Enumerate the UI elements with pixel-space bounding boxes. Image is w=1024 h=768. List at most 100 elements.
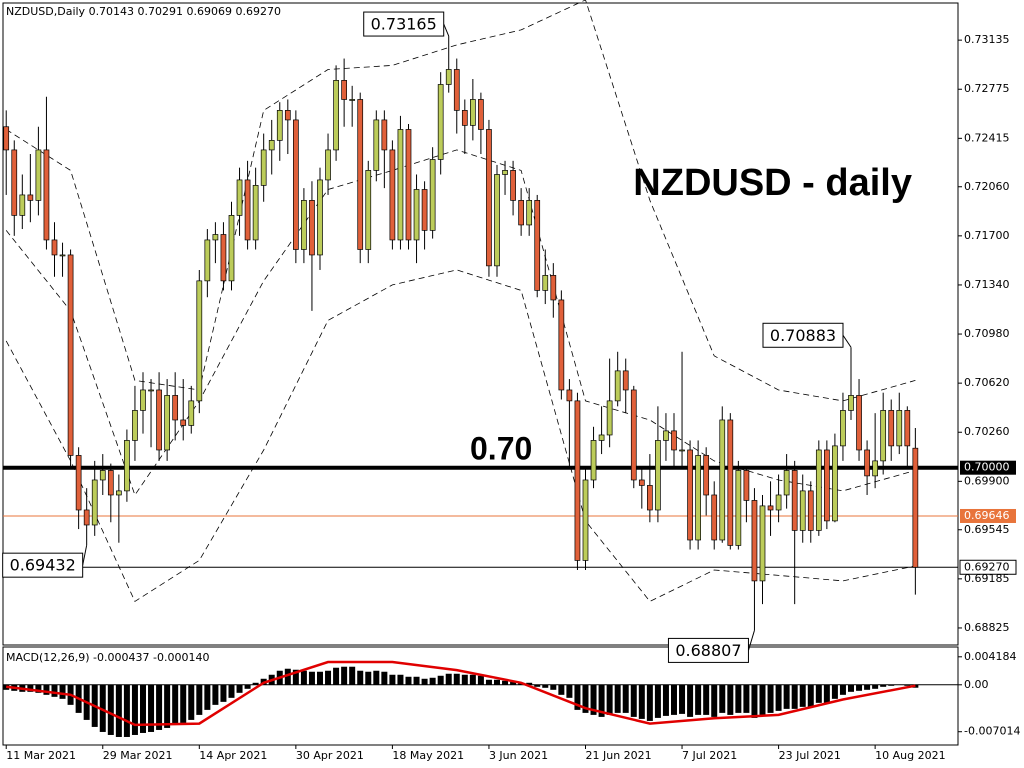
macd-bar bbox=[582, 684, 589, 713]
callout-box bbox=[667, 637, 749, 663]
macd-bar bbox=[622, 684, 629, 713]
macd-panel bbox=[2, 646, 959, 746]
candle-body bbox=[711, 494, 718, 541]
candle-body bbox=[156, 389, 162, 451]
candle-body bbox=[228, 215, 235, 282]
callout-label: 0.70883 bbox=[770, 326, 836, 345]
candle-body bbox=[558, 299, 565, 391]
macd-bar bbox=[469, 674, 476, 685]
x-tick-label: 14 Apr 2021 bbox=[199, 749, 267, 762]
macd-bar bbox=[485, 679, 492, 685]
candle-body bbox=[107, 470, 114, 496]
candle-body bbox=[815, 449, 822, 531]
macd-bar bbox=[220, 684, 227, 702]
macd-bar bbox=[421, 678, 428, 685]
candle-body bbox=[727, 419, 734, 546]
macd-bar bbox=[799, 684, 806, 707]
candle-body bbox=[429, 159, 436, 231]
candle-body bbox=[671, 430, 677, 451]
y-tick-label: 0.70260 bbox=[964, 425, 1010, 438]
callout-leader bbox=[747, 630, 755, 651]
macd-bar bbox=[638, 684, 645, 719]
macd-bar bbox=[703, 684, 710, 715]
macd-bar bbox=[139, 684, 146, 733]
candle-body bbox=[188, 400, 195, 426]
candle-body bbox=[220, 234, 227, 282]
macd-bar bbox=[654, 684, 661, 718]
macd-bar bbox=[477, 675, 484, 685]
macd-tick-label: -0.007014 bbox=[964, 725, 1020, 738]
candle-body bbox=[534, 200, 541, 291]
candle-body bbox=[888, 410, 895, 447]
candle-body bbox=[856, 395, 862, 451]
macd-bar bbox=[815, 684, 822, 703]
macd-bar bbox=[180, 684, 187, 723]
macd-bar bbox=[783, 684, 790, 709]
band-upper bbox=[5, 0, 916, 402]
price-tag-label: 0.70000 bbox=[964, 461, 1010, 474]
macd-bar bbox=[695, 684, 702, 715]
candle-body bbox=[19, 194, 26, 216]
candle-body bbox=[695, 455, 701, 541]
candle-body bbox=[445, 69, 452, 85]
candle-body bbox=[196, 280, 203, 402]
macd-bar bbox=[244, 684, 251, 689]
y-tick-label: 0.70980 bbox=[964, 327, 1010, 340]
macd-bar bbox=[188, 684, 195, 720]
y-tick-label: 0.71340 bbox=[964, 278, 1010, 291]
candle-body bbox=[807, 490, 814, 531]
candle-body bbox=[373, 119, 380, 171]
macd-bar bbox=[357, 670, 364, 685]
x-tick-label: 7 Jul 2021 bbox=[682, 749, 737, 762]
candle-body bbox=[260, 149, 267, 186]
chart-header: NZDUSD,Daily 0.70143 0.70291 0.69069 0.6… bbox=[6, 5, 281, 18]
candle-body bbox=[904, 410, 911, 447]
candle-body bbox=[638, 479, 645, 486]
macd-bar bbox=[711, 684, 718, 717]
callout-box bbox=[762, 322, 844, 348]
candle-body bbox=[83, 509, 90, 526]
macd-bar bbox=[872, 684, 879, 689]
candle-body bbox=[437, 84, 444, 160]
candle-body bbox=[357, 99, 364, 250]
macd-bar bbox=[493, 679, 500, 685]
price-tag bbox=[960, 460, 1016, 475]
macd-bar bbox=[526, 682, 533, 685]
y-tick-label: 0.72415 bbox=[964, 131, 1010, 144]
macd-bar bbox=[43, 684, 50, 695]
candle-body bbox=[381, 119, 388, 151]
x-tick-label: 30 Apr 2021 bbox=[296, 749, 364, 762]
macd-bar bbox=[349, 666, 356, 685]
candle-body bbox=[204, 239, 211, 282]
macd-bar bbox=[590, 684, 597, 715]
candle-body bbox=[453, 69, 460, 111]
callout-label: 0.73165 bbox=[371, 15, 437, 34]
macd-bar bbox=[381, 671, 388, 685]
x-tick-label: 10 Aug 2021 bbox=[875, 749, 945, 762]
candle-body bbox=[99, 470, 106, 481]
macd-bar bbox=[767, 684, 774, 713]
macd-bar bbox=[99, 684, 106, 732]
macd-bar bbox=[292, 669, 299, 685]
macd-bar bbox=[606, 684, 613, 715]
macd-bar bbox=[807, 684, 814, 707]
y-tick-label: 0.69545 bbox=[964, 523, 1010, 536]
candle-body bbox=[630, 389, 637, 481]
macd-bar bbox=[670, 684, 677, 715]
macd-bar bbox=[59, 684, 66, 699]
candle-body bbox=[767, 505, 774, 511]
candle-body bbox=[325, 149, 331, 181]
candle-body bbox=[365, 170, 372, 250]
x-tick-label: 3 Jun 2021 bbox=[489, 749, 548, 762]
x-tick-label: 11 Mar 2021 bbox=[6, 749, 76, 762]
candle-body bbox=[140, 389, 146, 411]
x-tick-label: 23 Jul 2021 bbox=[779, 749, 841, 762]
macd-bar bbox=[284, 668, 291, 685]
candle-body bbox=[912, 447, 919, 568]
candle-body bbox=[791, 470, 798, 531]
macd-bar bbox=[662, 684, 669, 716]
candle-body bbox=[124, 440, 130, 492]
candle-body bbox=[719, 419, 726, 541]
candle-body bbox=[180, 419, 187, 426]
macd-bar bbox=[365, 671, 372, 685]
